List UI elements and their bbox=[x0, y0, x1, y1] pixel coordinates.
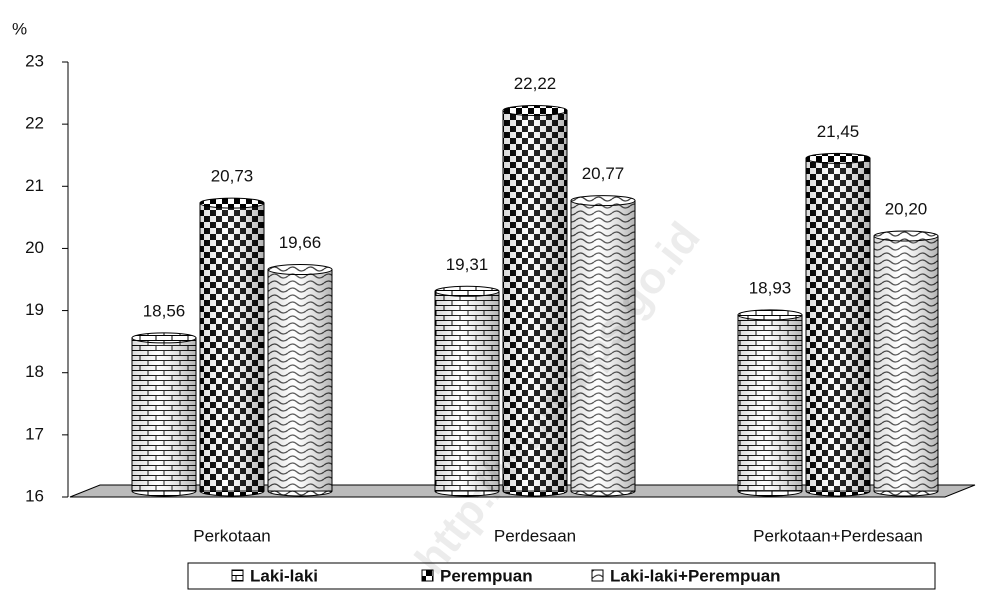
data-label: 18,93 bbox=[749, 278, 792, 297]
legend-label: Perempuan bbox=[440, 566, 533, 585]
legend-label: Laki-laki bbox=[250, 566, 318, 585]
bar-shade bbox=[874, 236, 938, 491]
bar-shade bbox=[435, 291, 499, 491]
x-tick-label: Perkotaan bbox=[193, 526, 271, 545]
y-tick-label: 21 bbox=[25, 176, 44, 195]
bar-top bbox=[267, 264, 333, 276]
data-label: 20,73 bbox=[211, 167, 254, 186]
bar-shade bbox=[571, 200, 635, 492]
bar-shade bbox=[132, 337, 196, 491]
legend-label: Laki-laki+Perempuan bbox=[610, 566, 781, 585]
bar-shade bbox=[200, 203, 264, 492]
y-tick-label: 23 bbox=[25, 51, 44, 70]
data-label: 21,45 bbox=[817, 122, 860, 141]
data-label: 20,20 bbox=[885, 199, 928, 218]
x-tick-label: Perkotaan+Perdesaan bbox=[753, 526, 923, 545]
bar-shade bbox=[738, 314, 802, 491]
bar-top bbox=[570, 195, 636, 207]
bar-top bbox=[737, 309, 803, 321]
bar-shade bbox=[806, 158, 870, 492]
bar-top bbox=[131, 332, 197, 344]
bar-top bbox=[502, 104, 568, 116]
y-tick-label: 18 bbox=[25, 362, 44, 381]
legend-swatch bbox=[421, 569, 434, 582]
y-tick-label: 16 bbox=[25, 486, 44, 505]
data-label: 22,22 bbox=[514, 74, 557, 93]
legend-swatch bbox=[591, 569, 604, 582]
data-label: 19,31 bbox=[446, 255, 489, 274]
bar-top bbox=[199, 197, 265, 209]
y-tick-label: 17 bbox=[25, 424, 44, 443]
y-tick-label: 22 bbox=[25, 114, 44, 133]
bar-top bbox=[873, 230, 939, 242]
legend-box bbox=[187, 562, 936, 590]
bar-shade bbox=[268, 269, 332, 491]
x-tick-label: Perdesaan bbox=[494, 526, 576, 545]
y-axis-label: % bbox=[12, 19, 27, 38]
data-label: 19,66 bbox=[279, 233, 322, 252]
y-tick-label: 20 bbox=[25, 238, 44, 257]
legend-swatch bbox=[231, 569, 244, 582]
bar-shade bbox=[503, 110, 567, 491]
y-tick-label: 19 bbox=[25, 300, 44, 319]
bar-top bbox=[434, 285, 500, 297]
data-label: 18,56 bbox=[143, 301, 186, 320]
bar-top bbox=[805, 152, 871, 164]
data-label: 20,77 bbox=[582, 164, 625, 183]
